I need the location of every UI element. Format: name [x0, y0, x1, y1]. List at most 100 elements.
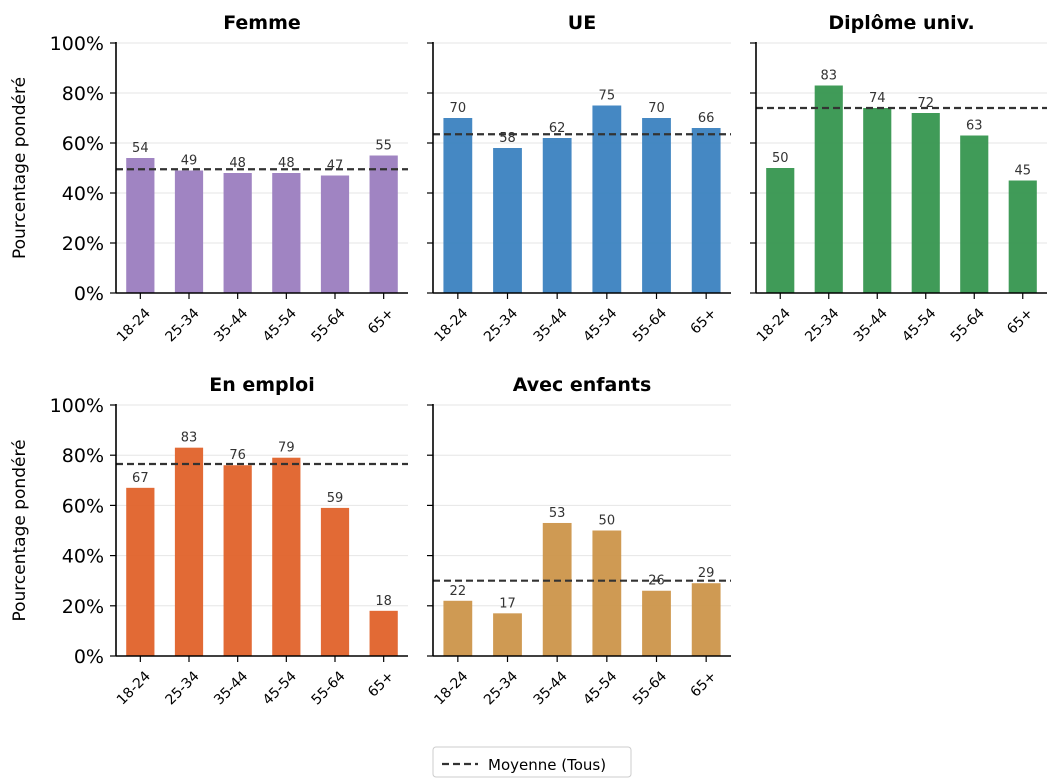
data-label: 17 — [499, 596, 516, 611]
x-tick-label: 65+ — [365, 305, 397, 337]
data-label: 62 — [549, 121, 566, 136]
legend-label: Moyenne (Tous) — [488, 756, 606, 774]
x-tick-label: 55-64 — [630, 668, 670, 708]
y-axis-label: Pourcentage pondéré — [10, 439, 30, 621]
y-axis-label: Pourcentage pondéré — [10, 77, 30, 259]
x-tick-label: 25-34 — [163, 668, 203, 708]
bar — [443, 600, 473, 656]
x-tick-label: 35-44 — [531, 305, 571, 345]
bar — [223, 465, 252, 656]
y-tick-label: 20% — [62, 596, 104, 618]
data-label: 50 — [772, 151, 789, 166]
data-label: 83 — [181, 431, 198, 446]
data-label: 29 — [698, 566, 715, 581]
data-label: 59 — [327, 491, 344, 506]
bar — [814, 85, 843, 293]
y-tick-label: 100% — [50, 33, 104, 55]
legend-box — [432, 746, 632, 778]
x-tick-label: 65+ — [688, 305, 720, 337]
bar — [369, 155, 398, 293]
bar — [272, 457, 301, 656]
data-label: 67 — [132, 471, 149, 486]
bar — [542, 138, 572, 293]
bar — [320, 175, 350, 293]
x-tick-label: 18-24 — [754, 305, 794, 345]
x-tick-label: 35-44 — [851, 305, 891, 345]
data-label: 63 — [966, 119, 983, 134]
bar — [443, 118, 473, 293]
bar — [592, 530, 622, 656]
panel-4: 67 83 76 79 59 18 0% 20% 40% 60% 80% 100% 18-24 25-34… — [10, 374, 408, 708]
data-label: 47 — [327, 159, 344, 174]
data-label: 79 — [278, 441, 295, 456]
x-tick-label: 55-64 — [630, 305, 670, 345]
bar — [542, 522, 572, 656]
data-label: 54 — [132, 141, 149, 156]
x-tick-label: 25-34 — [481, 668, 521, 708]
bar — [960, 135, 989, 293]
panel-title: Avec enfants — [513, 374, 652, 396]
data-label: 48 — [278, 156, 295, 171]
y-tick-label: 0% — [74, 283, 104, 305]
bar — [642, 590, 671, 656]
bar — [642, 118, 671, 293]
x-tick-label: 55-64 — [309, 668, 349, 708]
y-tick-label: 0% — [74, 646, 104, 668]
y-tick-label: 60% — [62, 133, 104, 155]
y-tick-label: 40% — [62, 546, 104, 568]
bar — [272, 173, 301, 293]
bar — [911, 113, 940, 293]
bar — [691, 128, 721, 293]
bar — [126, 487, 155, 656]
panel-title: Femme — [223, 12, 301, 34]
bar — [863, 108, 892, 293]
x-tick-label: 65+ — [365, 668, 397, 700]
bar — [126, 158, 155, 293]
x-tick-label: 25-34 — [481, 305, 521, 345]
data-label: 18 — [375, 594, 392, 609]
x-tick-label: 35-44 — [531, 668, 571, 708]
y-tick-label: 80% — [62, 445, 104, 467]
bar — [320, 507, 350, 656]
y-tick-label: 20% — [62, 233, 104, 255]
panel-title: UE — [568, 12, 596, 34]
data-label: 76 — [229, 448, 246, 463]
data-label: 55 — [375, 139, 392, 154]
bar — [493, 613, 522, 656]
x-tick-label: 35-44 — [211, 668, 251, 708]
x-tick-label: 55-64 — [309, 305, 349, 345]
x-tick-label: 55-64 — [948, 305, 988, 345]
data-label: 50 — [599, 514, 616, 529]
x-tick-label: 45-54 — [899, 305, 939, 345]
bar — [592, 105, 622, 293]
data-label: 48 — [229, 156, 246, 171]
x-tick-label: 25-34 — [163, 305, 203, 345]
panel-title: Diplôme univ. — [828, 12, 974, 34]
bar — [369, 610, 398, 656]
x-tick-label: 18-24 — [114, 305, 154, 345]
data-label: 75 — [599, 89, 616, 104]
x-tick-label: 45-54 — [580, 305, 620, 345]
x-tick-label: 25-34 — [802, 305, 842, 345]
bar — [174, 447, 204, 656]
data-label: 49 — [181, 154, 198, 169]
bar — [1008, 180, 1037, 293]
panel-title: En emploi — [209, 374, 314, 396]
data-label: 66 — [698, 111, 715, 126]
x-tick-label: 45-54 — [260, 668, 300, 708]
x-tick-label: 65+ — [688, 668, 720, 700]
y-tick-label: 40% — [62, 183, 104, 205]
x-tick-label: 35-44 — [211, 305, 251, 345]
data-label: 70 — [648, 101, 665, 116]
bar — [174, 170, 204, 293]
x-tick-label: 18-24 — [114, 668, 154, 708]
bar — [223, 173, 252, 293]
data-label: 70 — [450, 101, 467, 116]
bar — [766, 168, 795, 293]
y-tick-label: 100% — [50, 395, 104, 417]
panel-1: 54 49 48 48 47 55 0% 20% 40% 60% 80% 100% 18-24 25-34… — [10, 12, 408, 345]
